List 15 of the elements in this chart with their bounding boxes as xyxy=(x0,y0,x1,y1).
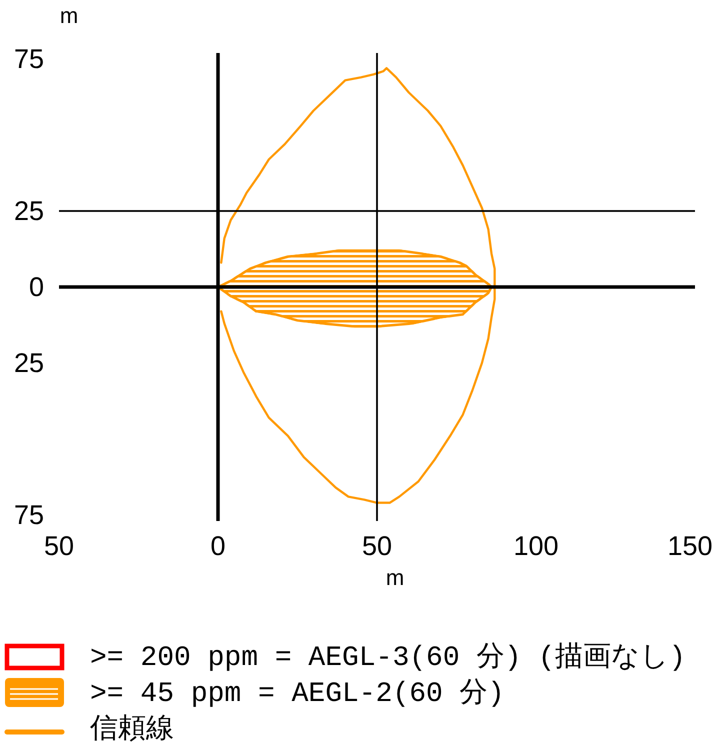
x-tick-label: 50 xyxy=(44,531,74,561)
y-tick-label: 25 xyxy=(14,348,44,378)
y-axis-title: m xyxy=(60,3,78,28)
legend-label: >= 200 ppm = AEGL-3(60 分) (描画なし) xyxy=(90,642,686,674)
ref-line-label: 50 xyxy=(362,531,392,561)
legend-label: >= 45 ppm = AEGL-2(60 分) xyxy=(90,678,504,710)
y-tick-label: 75 xyxy=(14,44,44,74)
x-tick-label: 100 xyxy=(513,531,559,561)
y-tick-label: 75 xyxy=(14,500,44,530)
x-tick-label: 0 xyxy=(210,531,226,561)
x-axis-title: m xyxy=(386,565,404,590)
y-tick-label: 0 xyxy=(28,272,44,302)
x-tick-label: 150 xyxy=(667,531,713,561)
legend-label: 信頼線 xyxy=(90,714,174,746)
ref-line-label: 25 xyxy=(14,196,44,226)
